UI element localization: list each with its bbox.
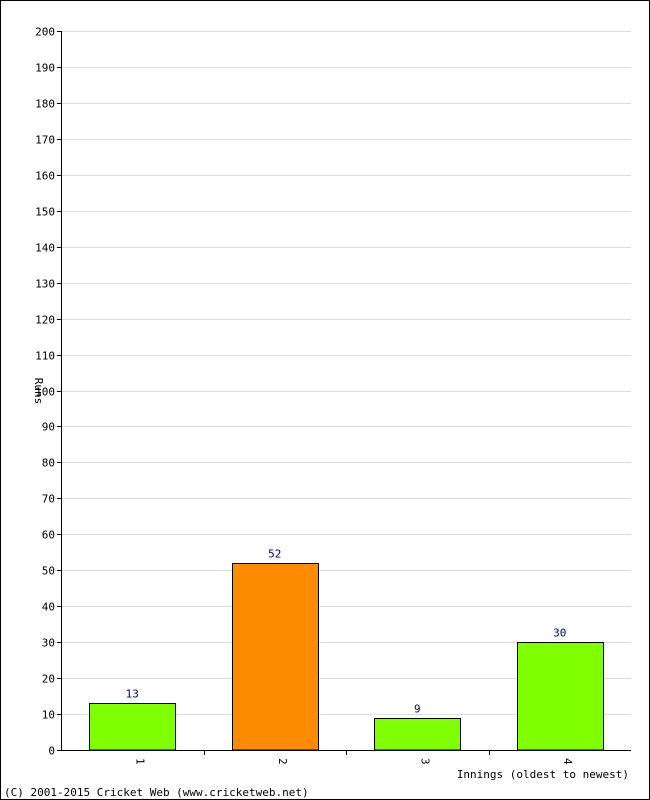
y-tick-label: 40: [42, 601, 55, 614]
y-tick-label: 190: [35, 62, 55, 75]
y-tick-labels: 0 10 20 30 40 50 60 70 80 90 100 110 120 130 140 150 160…: [35, 26, 55, 758]
x-axis-title: Innings (oldest to newest): [457, 768, 629, 781]
y-tick-label: 10: [42, 709, 55, 722]
y-tick-label: 50: [42, 565, 55, 578]
value-label-3: 9: [414, 703, 421, 716]
grid-lines: [61, 31, 631, 715]
x-tick-label-1: 1: [133, 758, 146, 765]
bars: [89, 563, 604, 751]
y-tick-label: 90: [42, 421, 55, 434]
y-tick-label: 0: [48, 745, 55, 758]
value-label-1: 13: [126, 688, 139, 701]
y-tick-label: 180: [35, 98, 55, 111]
y-axis-title: Runs: [32, 378, 45, 405]
y-tick-label: 30: [42, 637, 55, 650]
axes: [57, 31, 631, 755]
x-tick-labels: 1 2 3 4: [133, 758, 574, 765]
value-labels: 13 52 9 30: [126, 548, 567, 716]
bar-3: [374, 718, 461, 751]
y-tick-label: 120: [35, 314, 55, 327]
y-tick-label: 170: [35, 134, 55, 147]
y-tick-label: 20: [42, 673, 55, 686]
y-tick-label: 130: [35, 278, 55, 291]
footer-copyright: (C) 2001-2015 Cricket Web (www.cricketwe…: [4, 786, 309, 799]
y-tick-label: 80: [42, 457, 55, 470]
y-tick-label: 60: [42, 529, 55, 542]
x-tick-label-2: 2: [276, 758, 289, 765]
x-tick-label-4: 4: [561, 758, 574, 765]
x-tick-label-3: 3: [418, 758, 431, 765]
bar-1: [89, 703, 176, 751]
y-tick-label: 140: [35, 242, 55, 255]
y-tick-label: 110: [35, 350, 55, 363]
y-tick-label: 100: [35, 386, 55, 399]
y-tick-label: 150: [35, 206, 55, 219]
y-tick-label: 200: [35, 26, 55, 39]
bar-2: [232, 563, 319, 751]
bar-4: [517, 642, 604, 751]
y-tick-label: 70: [42, 493, 55, 506]
y-tick-label: 160: [35, 170, 55, 183]
value-label-2: 52: [268, 548, 281, 561]
value-label-4: 30: [553, 627, 566, 640]
